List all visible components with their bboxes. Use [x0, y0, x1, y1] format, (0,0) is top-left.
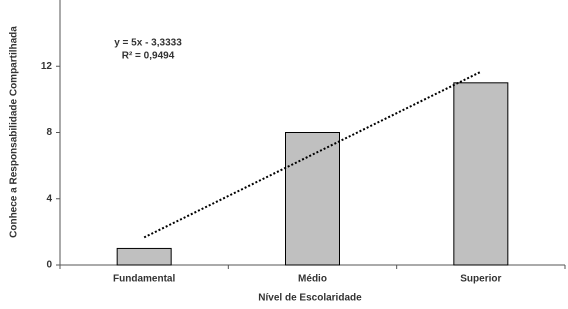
x-axis-label: Nível de Escolaridade — [258, 293, 362, 304]
trend-equation: y = 5x - 3,3333 — [114, 38, 182, 49]
x-tick-label: Superior — [460, 274, 501, 285]
y-tick-label: 8 — [46, 127, 52, 138]
y-tick-label: 4 — [46, 193, 52, 204]
x-tick-label: Médio — [298, 274, 327, 285]
y-tick-label: 0 — [46, 260, 52, 271]
trendline — [143, 70, 482, 239]
trend-r2: R² = 0,9494 — [122, 51, 175, 62]
bar — [116, 247, 172, 266]
y-axis-label: Conhece a Responsabilidade Compartilhada — [9, 26, 20, 238]
bar — [285, 132, 340, 266]
y-tick-label: 12 — [41, 61, 53, 72]
bar — [453, 82, 509, 266]
x-tick-label: Fundamental — [113, 274, 175, 285]
